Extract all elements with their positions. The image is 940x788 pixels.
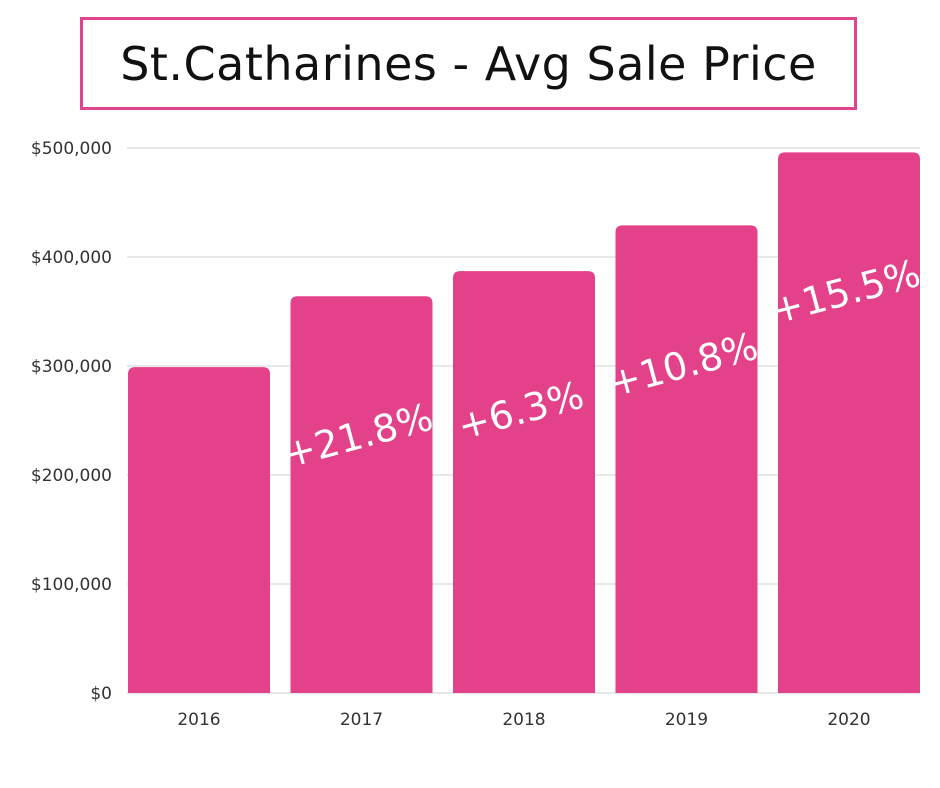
bar-2016 (128, 367, 270, 693)
y-tick-label: $200,000 (31, 466, 112, 486)
x-tick-label: 2019 (665, 710, 708, 730)
x-axis-ticks: 2016 2017 2018 2019 2020 (177, 710, 870, 730)
bar-2017 (290, 296, 433, 693)
y-tick-label: $400,000 (31, 248, 112, 268)
x-tick-label: 2016 (177, 710, 220, 730)
bars (128, 152, 920, 694)
chart-title-box: St.Catharines - Avg Sale Price (80, 17, 857, 110)
bar-2020 (778, 152, 920, 694)
y-tick-label: $500,000 (31, 139, 112, 159)
chart-title: St.Catharines - Avg Sale Price (120, 36, 817, 91)
x-tick-label: 2020 (827, 710, 870, 730)
bar-2019 (615, 225, 758, 693)
y-tick-label: $0 (90, 684, 112, 704)
bar-2018 (453, 271, 595, 693)
y-tick-label: $100,000 (31, 575, 112, 595)
y-tick-label: $300,000 (31, 357, 112, 377)
y-axis-ticks: $0 $100,000 $200,000 $300,000 $400,000 $500,0… (31, 139, 112, 704)
x-tick-label: 2017 (340, 710, 383, 730)
x-tick-label: 2018 (502, 710, 545, 730)
